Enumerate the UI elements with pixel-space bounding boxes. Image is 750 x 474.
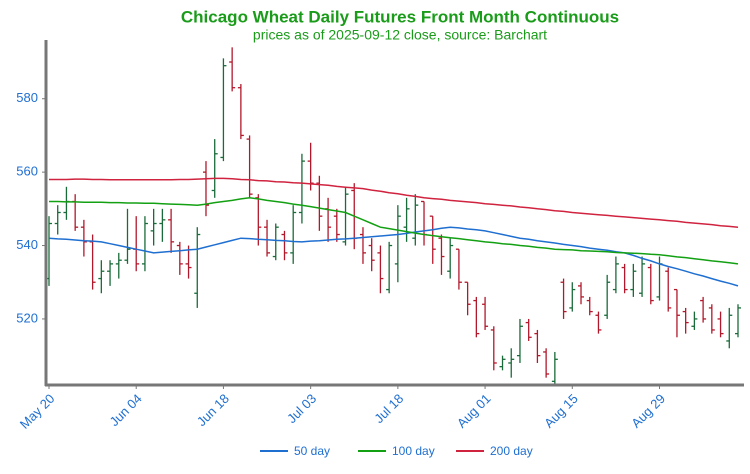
y-tick-label: 540 <box>16 237 38 252</box>
ma-line <box>48 226 739 287</box>
x-tick-label: Aug 01 <box>454 391 494 431</box>
y-tick-label: 580 <box>16 90 38 105</box>
x-tick-label: Jul 03 <box>284 391 319 426</box>
legend-label: 100 day <box>392 444 435 458</box>
x-tick-label: May 20 <box>17 391 58 432</box>
x-tick-label: Aug 15 <box>541 391 581 431</box>
x-tick-label: Jul 18 <box>371 391 406 426</box>
x-tick-label: Aug 29 <box>628 391 668 431</box>
legend-label: 200 day <box>490 444 533 458</box>
x-tick-label: Jun 18 <box>194 391 232 429</box>
legend-label: 50 day <box>294 444 330 458</box>
x-tick-label: Jun 04 <box>107 391 145 429</box>
y-tick-label: 520 <box>16 310 38 325</box>
chart-title: Chicago Wheat Daily Futures Front Month … <box>181 7 619 26</box>
ma-line <box>49 197 739 265</box>
chart-subtitle: prices as of 2025-09-12 close, source: B… <box>253 27 547 43</box>
y-tick-label: 560 <box>16 164 38 179</box>
ma-line <box>49 177 739 228</box>
